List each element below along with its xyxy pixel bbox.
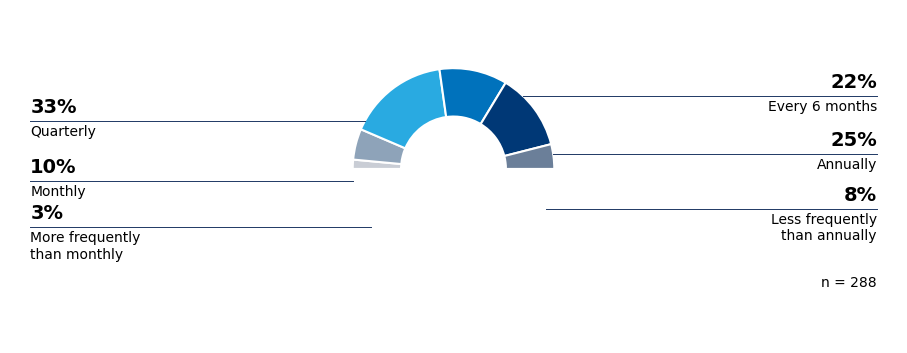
Text: n = 288: n = 288 [821, 276, 877, 290]
Text: 8%: 8% [844, 186, 877, 205]
Text: Quarterly: Quarterly [30, 125, 96, 139]
Wedge shape [504, 144, 554, 169]
Text: Annually: Annually [816, 158, 877, 172]
Text: 25%: 25% [830, 131, 877, 150]
Wedge shape [353, 160, 401, 169]
Wedge shape [361, 69, 446, 148]
Text: 3%: 3% [30, 204, 63, 223]
Text: Monthly: Monthly [30, 185, 86, 199]
Wedge shape [439, 68, 506, 124]
Wedge shape [481, 83, 551, 156]
Text: Every 6 months: Every 6 months [767, 100, 877, 114]
Wedge shape [353, 129, 405, 164]
Text: 22%: 22% [830, 73, 877, 92]
Text: 33%: 33% [30, 97, 77, 116]
Text: 10%: 10% [30, 158, 77, 177]
Text: Less frequently
than annually: Less frequently than annually [771, 213, 877, 244]
Text: More frequently
than monthly: More frequently than monthly [30, 232, 141, 262]
